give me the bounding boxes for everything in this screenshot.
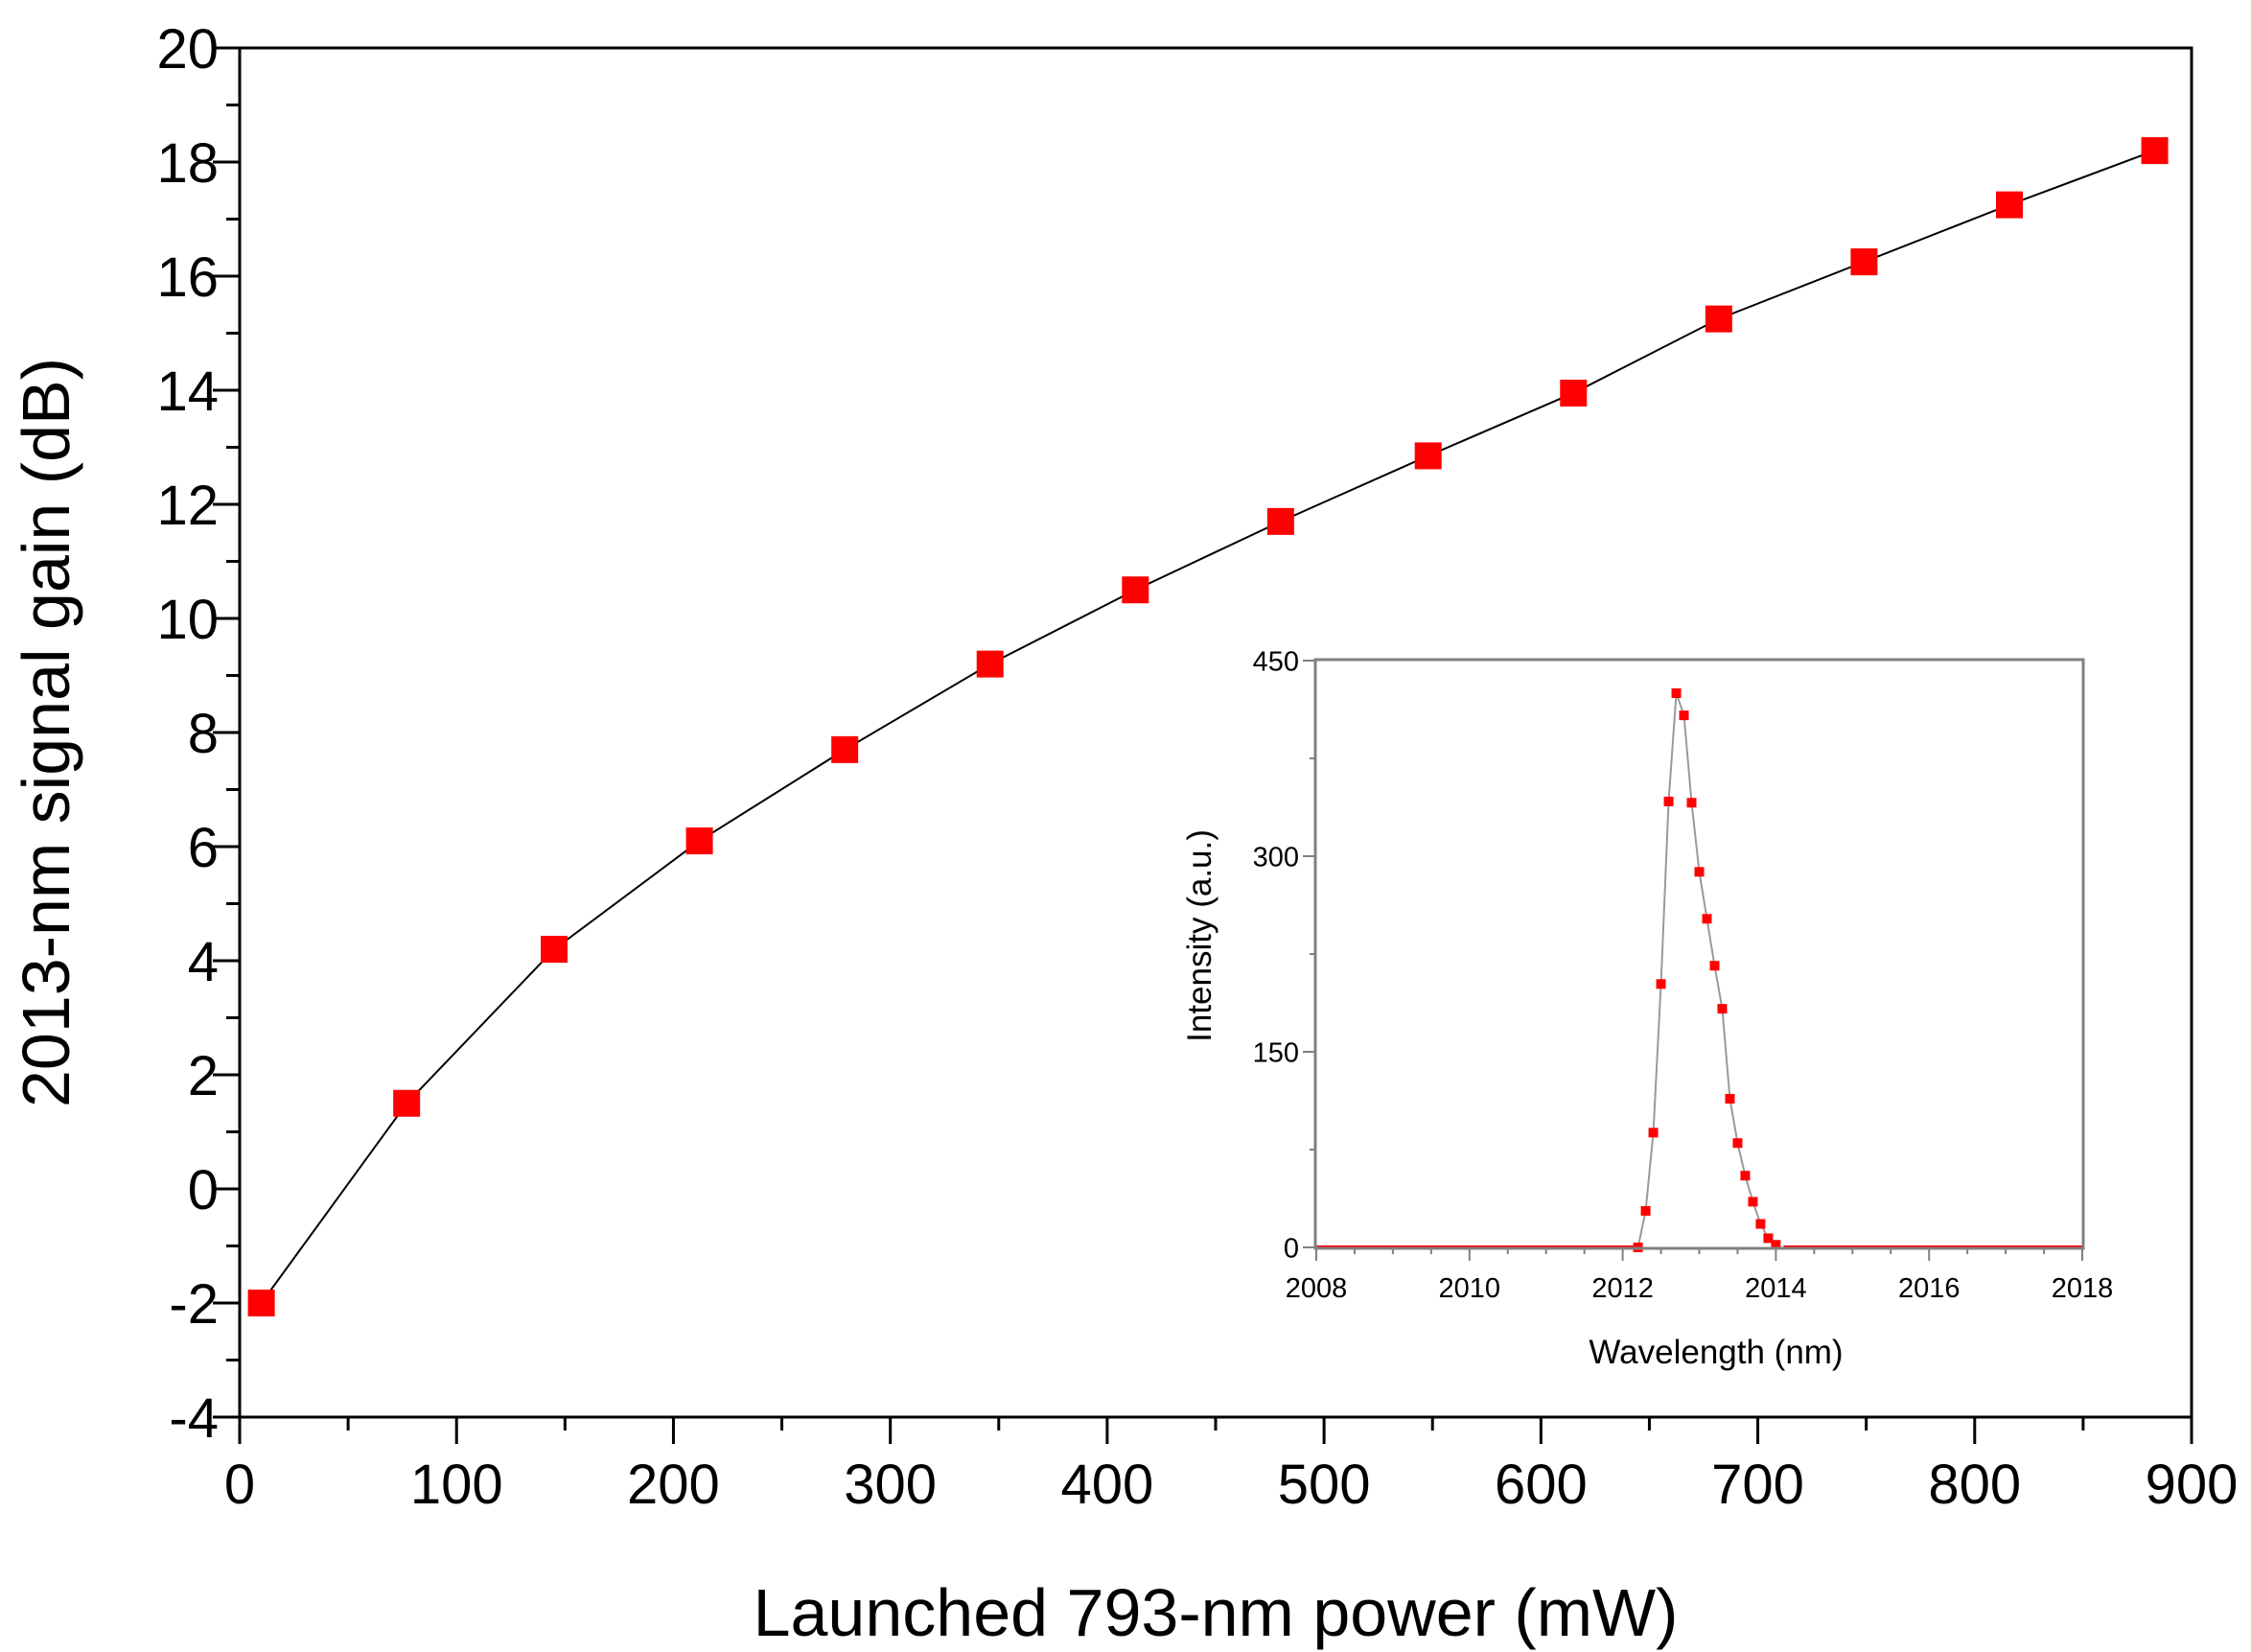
inset-plot-frame [1313,658,2085,1250]
y-tick-label: 8 [188,703,219,765]
data-point [1717,1004,1728,1014]
main-x-axis-title: Launched 793-nm power (mW) [754,1575,1679,1650]
main-y-tick-labels: -4 -2 0 2 4 6 8 10 12 14 16 18 20 [156,18,219,1450]
data-point [1748,1197,1758,1207]
data-point [1732,1138,1743,1149]
data-point [685,827,713,855]
data-point [1679,710,1689,721]
x-tick-label: 0 [224,1454,255,1516]
data-point [1850,248,1878,276]
inset-data-points [1633,688,1781,1252]
data-point [1122,576,1149,604]
y-tick-label: 16 [156,246,219,309]
main-x-tick-labels: 0 100 200 300 400 500 600 700 800 900 [224,1454,2239,1516]
main-series-line [260,150,2155,1304]
x-tick-label: 2012 [1591,1273,1654,1304]
data-point [1995,191,2023,219]
data-point [1266,507,1294,535]
data-point [1648,1128,1659,1138]
y-tick-label: 150 [1253,1037,1299,1068]
x-tick-label: 2016 [1898,1273,1961,1304]
data-point [1414,442,1442,470]
x-tick-label: 500 [1278,1454,1371,1516]
data-point [831,735,859,763]
y-tick-label: 6 [188,817,219,879]
x-tick-label: 800 [1928,1454,2021,1516]
data-point [247,1290,275,1316]
data-point [1640,1205,1651,1216]
data-point [1771,1240,1781,1250]
data-point [1686,798,1697,808]
data-point [1705,305,1732,333]
data-point [1663,796,1674,806]
data-point [976,650,1004,678]
data-point [1702,914,1712,924]
y-tick-label: 0 [1284,1233,1299,1264]
data-point [1560,379,1588,407]
main-y-axis-title: 2013-nm signal gain (dB) [9,358,83,1107]
data-point [1694,867,1705,877]
x-tick-label: 200 [627,1454,720,1516]
x-tick-label: 2018 [2052,1273,2114,1304]
data-point [541,936,569,964]
y-tick-label: 14 [156,361,219,423]
series-line [260,150,2155,1304]
y-tick-label: 0 [188,1159,219,1222]
inset-y-axis-title: Intensity (a.u.) [1181,829,1218,1042]
data-point [1740,1171,1751,1181]
y-tick-label: 12 [156,475,219,537]
data-point [1671,688,1682,698]
inset-background [1315,660,2083,1248]
x-tick-label: 100 [410,1454,503,1516]
x-tick-label: 2010 [1439,1273,1501,1304]
data-point [393,1089,421,1117]
y-tick-label: -4 [169,1387,219,1450]
x-tick-label: 2008 [1286,1273,1348,1304]
data-point [1725,1093,1735,1104]
y-tick-label: 10 [156,589,219,651]
y-tick-label: 20 [156,18,219,81]
inset-chart: 2008 2010 2012 2014 2016 2018 0 150 300 450 Wave… [1181,646,2113,1371]
y-tick-label: 18 [156,132,219,195]
data-point [2141,137,2169,165]
x-tick-label: 700 [1711,1454,1804,1516]
y-tick-label: 450 [1253,646,1299,677]
data-point [1755,1219,1766,1229]
x-tick-label: 300 [844,1454,937,1516]
inset-x-tick-labels: 2008 2010 2012 2014 2016 2018 [1286,1273,2114,1304]
y-tick-label: 300 [1253,842,1299,873]
x-tick-label: 600 [1495,1454,1588,1516]
main-chart: 0 100 200 300 400 500 600 700 800 900 -4-20246810… [9,18,2238,1650]
x-tick-label: 2014 [1745,1273,1807,1304]
data-point [1656,979,1666,989]
data-point [1763,1233,1774,1244]
data-point [1709,961,1720,971]
y-tick-label: 4 [188,931,219,993]
x-tick-label: 400 [1060,1454,1153,1516]
inset-y-tick-labels: 0 150 300 450 [1253,646,1299,1264]
main-plot-frame [238,46,2193,1419]
y-tick-label: 2 [188,1045,219,1107]
y-tick-label: -2 [169,1273,219,1336]
main-axis-ticks [213,46,2193,1444]
main-data-points [247,137,2169,1316]
x-tick-label: 900 [2146,1454,2239,1516]
inset-x-axis-title: Wavelength (nm) [1589,1334,1843,1371]
